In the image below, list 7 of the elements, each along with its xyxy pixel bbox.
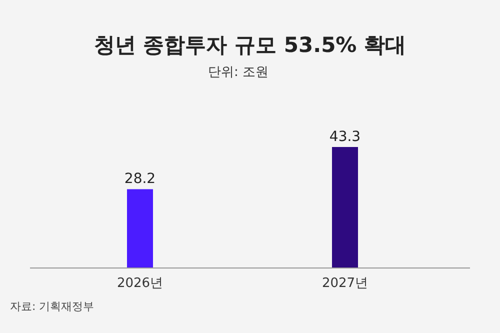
data-label: 28.2 [124,171,156,188]
x-tick-label: 2026년 [116,276,164,291]
chart-subtitle: 단위: 조원 [208,65,269,80]
data-label: 43.3 [329,129,361,145]
chart-title: 청년 종합투자 규모 53.5% 확대 [94,33,406,57]
text: 자료: 기획재정부 [10,300,94,313]
x-tick-label: 2027년 [322,276,368,291]
